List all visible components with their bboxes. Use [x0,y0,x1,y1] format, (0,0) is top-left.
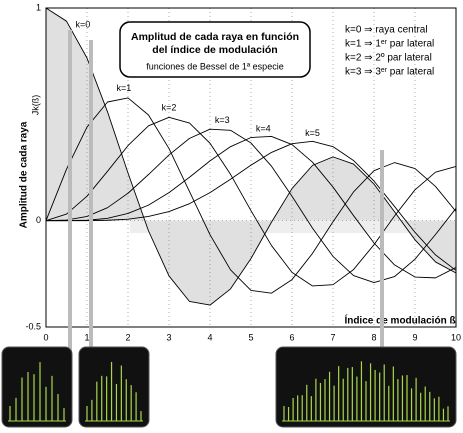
x-tick-label: 8 [371,332,376,342]
x-tick-label: 4 [207,332,212,342]
x-tick-label: 7 [330,332,335,342]
curve-label: k=0 [76,19,91,29]
legend-item: k=3 ⇒ 3ᵉʳ par lateral [345,67,434,78]
y-tick-label: 0 [36,215,41,225]
legend-item: k=1 ⇒ 1ᵉʳ par lateral [345,39,434,50]
line [46,140,457,271]
curve-label: k=1 [117,83,132,93]
y-tick-label: 1 [36,2,41,12]
pointer [380,150,384,352]
x-tick-label: 10 [451,332,461,342]
subtitle: funciones de Bessel de 1ª especie [146,61,283,71]
spectrum-box [1,346,73,428]
line [45,97,457,294]
line [45,116,457,287]
pointer [89,40,93,352]
legend-item: k=2 ⇒ 2º par lateral [345,53,432,64]
curve-label: k=3 [215,115,230,125]
chart-title-2: del índice de modulación [152,44,277,56]
plot-frame [45,7,457,328]
title-box [119,21,311,78]
legend-item: k=0 ⇒ raya central [345,25,428,36]
spectrum-box [78,346,150,428]
line [45,7,457,306]
x-label: Índice de modulación ß [344,314,455,327]
x-tick-label: 9 [412,332,417,342]
x-tick-label: 1 [84,332,89,342]
y-label: Amplitud de cada raya [19,121,30,228]
x-tick-label: 3 [166,332,171,342]
line [46,136,457,279]
curve-label: k=2 [162,102,177,112]
pointer [68,30,72,352]
curve-label: k=5 [305,128,320,138]
y-tick-label: -0.5 [25,321,41,331]
x-tick-label: 0 [43,332,48,342]
y-label-2: Jk(ß) [30,95,40,116]
x-tick-label: 5 [248,332,253,342]
curve-label: k=4 [256,124,271,134]
x-tick-label: 2 [125,332,130,342]
line [45,128,457,284]
x-tick-label: 6 [289,332,294,342]
chart-title: Amplitud de cada raya en función [131,31,299,43]
